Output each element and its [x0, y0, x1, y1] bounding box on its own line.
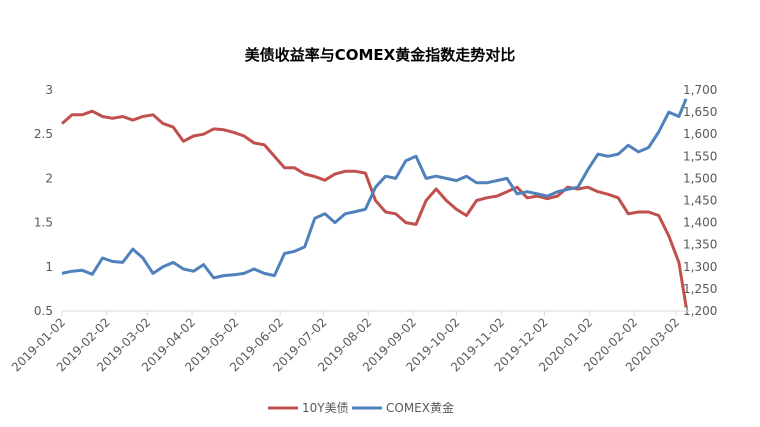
left-y-tick-label: 1.5: [34, 216, 53, 230]
right-y-tick-label: 1,550: [683, 149, 717, 163]
chart-title: 美债收益率与COMEX黄金指数走势对比: [245, 46, 516, 64]
right-y-tick-label: 1,350: [683, 238, 717, 252]
legend: 10Y美债 COMEX黄金: [268, 400, 454, 415]
right-y-tick-label: 1,400: [683, 216, 717, 230]
left-y-tick-label: 3: [45, 83, 53, 97]
left-y-tick-label: 1: [45, 260, 53, 274]
right-y-tick-label: 1,500: [683, 171, 717, 185]
right-y-axis: 1,200 1,250 1,300 1,350 1,400 1,450 1,500 1,550…: [683, 83, 717, 318]
right-y-tick-label: 1,450: [683, 194, 717, 208]
right-y-tick-label: 1,250: [683, 282, 717, 296]
legend-label-gold: COMEX黄金: [386, 400, 454, 415]
left-y-tick-label: 2: [45, 171, 53, 185]
right-y-tick-label: 1,300: [683, 260, 717, 274]
right-y-tick-label: 1,700: [683, 83, 717, 97]
right-y-tick-label: 1,200: [683, 304, 717, 318]
legend-label-yield: 10Y美债: [302, 401, 349, 415]
left-y-tick-label: 0.5: [34, 304, 53, 318]
right-y-tick-label: 1,650: [683, 105, 717, 119]
right-y-tick-label: 1,600: [683, 127, 717, 141]
series-line-comex-gold: [61, 98, 688, 280]
left-y-axis: 0.5 1 1.5 2 2.5 3: [34, 83, 53, 318]
plot-area: [61, 98, 688, 307]
left-y-tick-label: 2.5: [34, 127, 53, 141]
series-line-10y-yield: [61, 109, 688, 307]
x-axis: 2019-01-022019-02-022019-03-022019-04-02…: [9, 310, 690, 374]
